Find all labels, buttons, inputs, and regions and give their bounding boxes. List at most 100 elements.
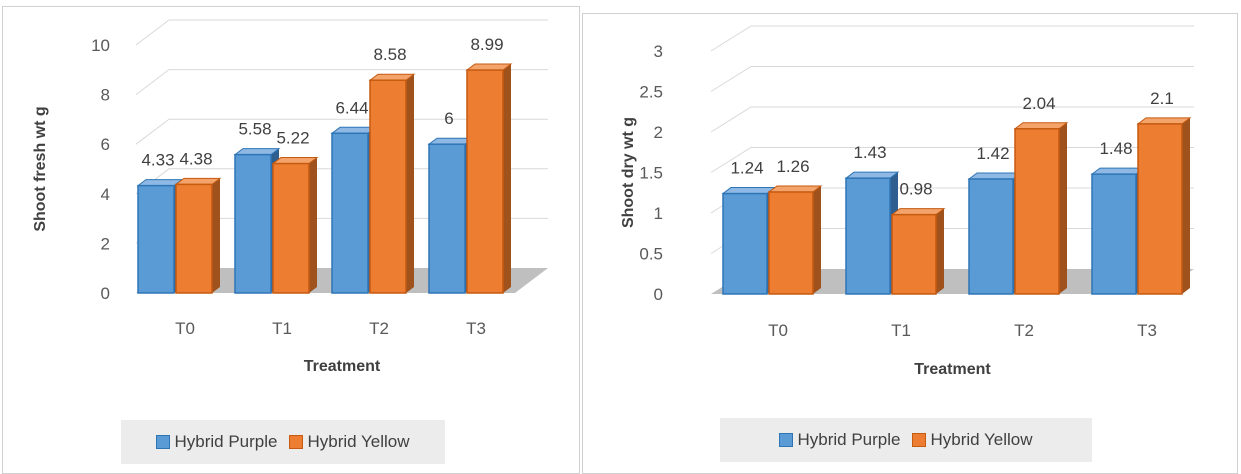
bar-top xyxy=(890,208,946,216)
legend-swatch-yellow xyxy=(289,435,304,449)
data-label: 4.33 xyxy=(141,151,174,170)
y-tick-label: 0 xyxy=(101,284,110,303)
bar-top xyxy=(1013,122,1069,130)
bar-hybrid-yellow xyxy=(1136,117,1192,295)
gridline xyxy=(135,19,548,46)
bar-side xyxy=(212,178,220,293)
legend-swatch-purple xyxy=(156,435,171,449)
bar-top xyxy=(271,157,319,165)
x-axis-title: Treatment xyxy=(914,361,991,378)
legend-item-yellow: Hybrid Yellow xyxy=(912,430,1033,450)
bar-top xyxy=(767,185,823,193)
data-label: 4.38 xyxy=(179,149,212,168)
y-tick-label: 2 xyxy=(654,123,663,142)
bar-hybrid-yellow xyxy=(271,157,319,294)
data-label: 1.42 xyxy=(976,144,1009,163)
bar-hybrid-yellow xyxy=(174,177,222,294)
bar-front xyxy=(272,162,310,294)
y-axis-title: Shoot fresh wt g xyxy=(32,106,49,231)
bar-top xyxy=(967,172,1023,180)
x-tick-label: T1 xyxy=(272,319,292,338)
legend-item-yellow: Hybrid Yellow xyxy=(289,432,410,452)
bar-hybrid-yellow xyxy=(767,185,823,295)
legend-item-purple: Hybrid Purple xyxy=(156,432,277,452)
y-tick-label: 0.5 xyxy=(639,245,663,264)
data-label: 1.24 xyxy=(730,159,763,178)
chart-floor xyxy=(711,269,1194,294)
x-tick-label: T3 xyxy=(1137,321,1157,340)
bar-hybrid-yellow xyxy=(890,208,946,295)
bar-hybrid-purple xyxy=(844,171,900,295)
bar-side xyxy=(1182,117,1190,295)
y-tick-label: 1 xyxy=(654,204,663,223)
bar-side xyxy=(309,157,317,293)
x-tick-label: T1 xyxy=(891,321,911,340)
bar-front xyxy=(845,177,891,295)
bar-hybrid-purple xyxy=(1090,167,1146,295)
bar-front xyxy=(891,213,937,295)
chart-fresh-weight: 0 2 4 6 8 10 Shoot fresh wt g Treatment T0 4.33 4.… xyxy=(32,19,548,375)
bar-front xyxy=(137,184,175,294)
data-label: 1.26 xyxy=(776,157,809,176)
chart-panel-fresh-weight: 0 2 4 6 8 10 Shoot fresh wt g Treatment T0 4.33 4.… xyxy=(2,6,580,474)
legend: Hybrid Purple Hybrid Yellow xyxy=(121,420,445,464)
data-label: 6 xyxy=(444,109,453,128)
legend-label-purple: Hybrid Purple xyxy=(174,432,278,451)
bar-side xyxy=(1059,122,1067,294)
y-tick-label: 10 xyxy=(91,36,110,55)
x-tick-label: T2 xyxy=(1014,321,1034,340)
bar-side xyxy=(406,74,414,293)
data-label: 1.48 xyxy=(1099,139,1132,158)
data-label: 1.43 xyxy=(853,143,886,162)
bar-front xyxy=(968,178,1014,295)
y-tick-label: 0 xyxy=(654,285,663,304)
x-axis-title: Treatment xyxy=(304,358,381,375)
y-tick-label: 3 xyxy=(654,42,663,61)
bar-side xyxy=(813,185,821,294)
gridline xyxy=(710,66,1194,92)
chart-panel-dry-weight: 0 0.5 1 1.5 2 2.5 3 Shoot dry wt g Treatment T0 1.… xyxy=(582,13,1238,474)
bar-top xyxy=(465,63,513,71)
bar-front xyxy=(175,183,213,294)
data-label: 6.44 xyxy=(335,98,368,117)
bar-top xyxy=(174,177,222,185)
bar-front xyxy=(1091,173,1137,295)
data-label: 5.22 xyxy=(276,129,309,148)
legend-item-purple: Hybrid Purple xyxy=(779,430,900,450)
bar-front xyxy=(722,192,768,295)
bar-front xyxy=(1014,128,1060,295)
bar-front xyxy=(466,69,504,294)
legend-label-yellow: Hybrid Yellow xyxy=(307,432,410,451)
chart-dry-weight: 0 0.5 1 1.5 2 2.5 3 Shoot dry wt g Treatment T0 1.… xyxy=(620,25,1194,378)
x-tick-label: T0 xyxy=(768,321,788,340)
data-label: 2.1 xyxy=(1150,89,1174,108)
legend-label-yellow: Hybrid Yellow xyxy=(930,430,1033,449)
data-label: 2.04 xyxy=(1022,94,1055,113)
legend-swatch-purple xyxy=(779,433,794,447)
bar-front xyxy=(1137,123,1183,295)
bar-top xyxy=(721,187,777,195)
bar-side xyxy=(936,208,944,294)
bar-front xyxy=(331,132,369,294)
y-tick-label: 2 xyxy=(101,234,110,253)
x-tick-label: T2 xyxy=(369,319,389,338)
bar-hybrid-yellow xyxy=(368,73,416,294)
legend-label-purple: Hybrid Purple xyxy=(797,430,901,449)
y-tick-label: 4 xyxy=(101,185,110,204)
bar-front xyxy=(234,153,272,294)
bar-top xyxy=(1090,167,1146,175)
bar-hybrid-purple xyxy=(136,179,184,294)
bar-top xyxy=(233,148,281,156)
legend-swatch-yellow xyxy=(912,433,927,447)
y-tick-label: 2.5 xyxy=(639,83,663,102)
bar-front xyxy=(369,79,407,294)
bar-front xyxy=(768,191,814,295)
gridline xyxy=(135,118,548,145)
data-label: 8.99 xyxy=(470,35,503,54)
bar-front xyxy=(428,143,466,294)
bar-hybrid-yellow xyxy=(1013,122,1069,295)
data-label: 0.98 xyxy=(899,180,932,199)
bar-top xyxy=(368,73,416,81)
x-tick-label: T3 xyxy=(466,319,486,338)
bar-hybrid-yellow xyxy=(465,63,513,294)
